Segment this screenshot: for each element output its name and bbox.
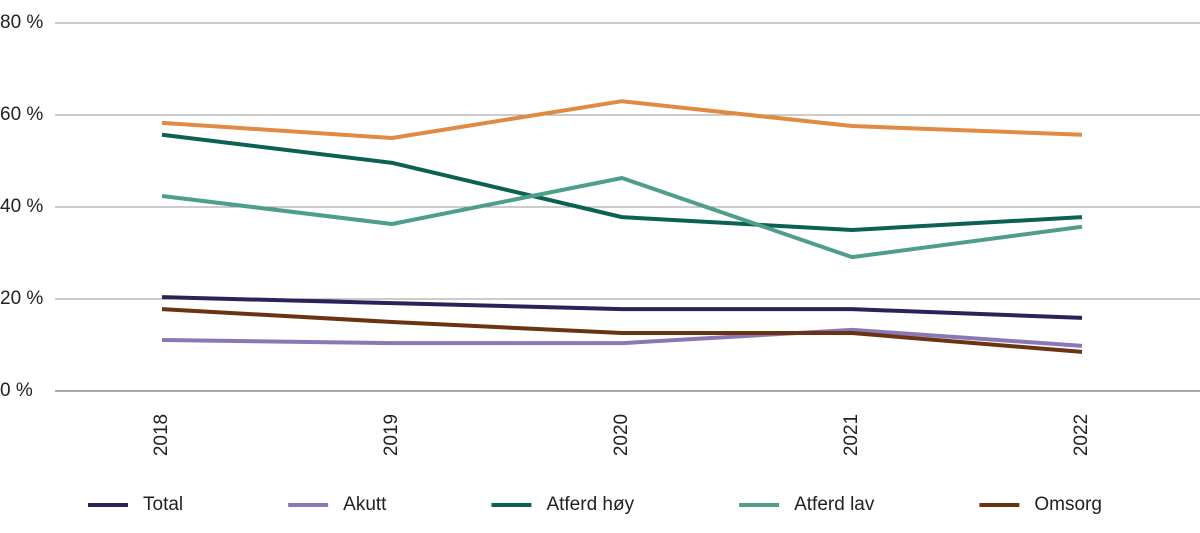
series-line [161,295,1083,320]
y-tick-label: 60 % [0,104,43,125]
x-tick-label: 2022 [1071,414,1092,456]
x-tick-label: 2019 [381,414,402,456]
y-tick-label: 80 % [0,12,43,33]
x-tick-label: 2020 [611,414,632,456]
x-tick-label: 2018 [151,414,172,456]
legend-label: Akutt [343,494,387,515]
y-tick-label: 0 % [0,380,33,401]
legend-label: Atferd høy [546,494,634,515]
series-line [161,307,1083,354]
x-tick-label: 2021 [841,414,862,456]
legend-label: Atferd lav [794,494,875,515]
legend-label: Total [143,494,183,515]
y-tick-label: 40 % [0,196,43,217]
legend-label: Omsorg [1034,494,1102,515]
series-line [161,132,1083,232]
y-tick-label: 20 % [0,288,43,309]
series-line [161,99,1083,140]
series-line [161,327,1083,348]
series-line [161,176,1083,260]
